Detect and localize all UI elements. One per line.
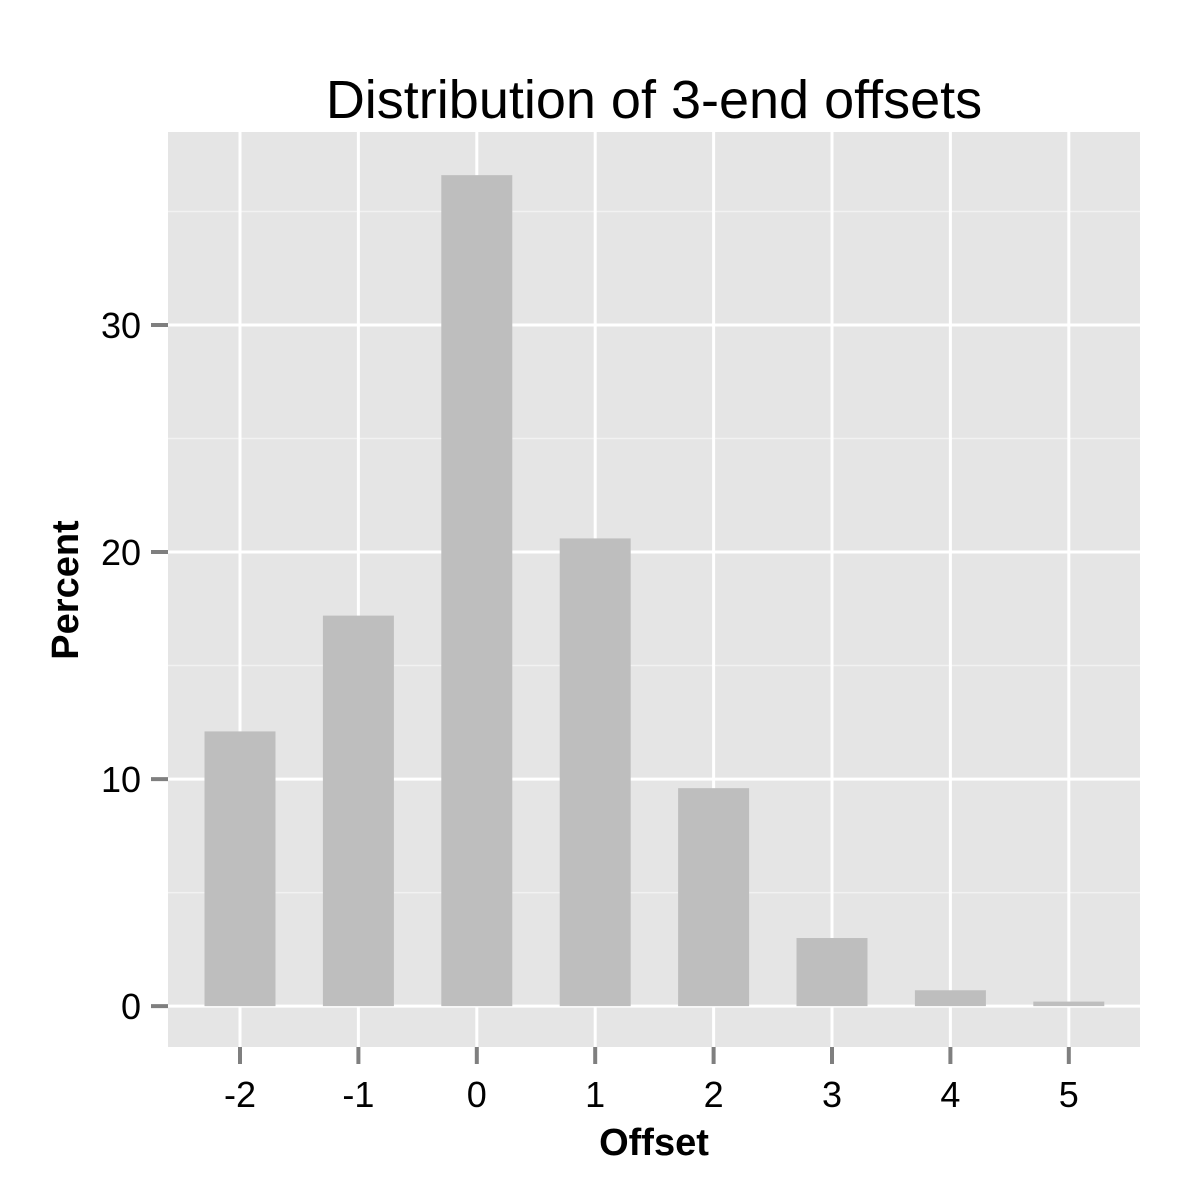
x-axis-title: Offset bbox=[599, 1122, 709, 1164]
bar-0 bbox=[441, 175, 513, 1007]
chart-title: Distribution of 3-end offsets bbox=[326, 70, 982, 130]
bars bbox=[204, 175, 1105, 1007]
bar-3 bbox=[796, 938, 868, 1007]
bar-5 bbox=[1033, 1001, 1105, 1007]
x-tick-label: 2 bbox=[704, 1074, 724, 1115]
bar--1 bbox=[322, 615, 394, 1007]
x-tick-label: -1 bbox=[342, 1074, 374, 1115]
bar-1 bbox=[559, 538, 631, 1007]
y-axis: 0 10 20 30 bbox=[101, 305, 168, 1027]
x-tick-label: 5 bbox=[1059, 1074, 1079, 1115]
y-tick-label: 10 bbox=[101, 759, 141, 800]
x-axis: -2 -1 0 1 2 3 4 5 bbox=[224, 1047, 1079, 1115]
x-tick-label: 1 bbox=[585, 1074, 605, 1115]
x-tick-label: 4 bbox=[940, 1074, 960, 1115]
plot-panel bbox=[168, 132, 1140, 1047]
x-tick-label: 0 bbox=[467, 1074, 487, 1115]
x-tick-label: 3 bbox=[822, 1074, 842, 1115]
y-tick-label: 0 bbox=[121, 986, 141, 1027]
y-tick-label: 30 bbox=[101, 305, 141, 346]
bar-2 bbox=[678, 788, 750, 1007]
bar-4 bbox=[914, 990, 986, 1007]
bar--2 bbox=[204, 731, 276, 1007]
y-tick-label: 20 bbox=[101, 532, 141, 573]
y-axis-title: Percent bbox=[45, 520, 87, 660]
x-tick-label: -2 bbox=[224, 1074, 256, 1115]
